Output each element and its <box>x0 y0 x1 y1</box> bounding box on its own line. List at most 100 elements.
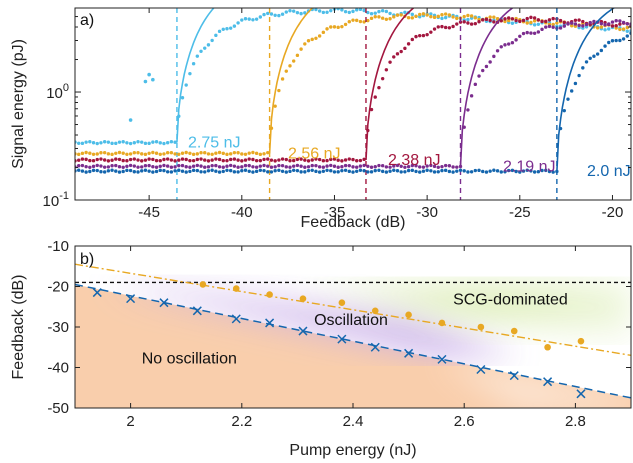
fit-curve-2-19-nj <box>459 8 514 167</box>
data-point <box>165 157 170 161</box>
data-point <box>473 21 478 26</box>
data-point <box>607 40 611 45</box>
data-point <box>251 18 255 22</box>
data-point <box>173 140 177 144</box>
data-point <box>343 9 348 14</box>
data-point <box>421 12 426 16</box>
data-point <box>165 170 170 174</box>
x-tick-label: 2 <box>126 413 134 430</box>
data-point <box>121 151 125 155</box>
data-point <box>573 81 578 86</box>
data-point <box>236 158 240 162</box>
data-point <box>440 24 444 29</box>
data-point <box>136 158 140 162</box>
data-point <box>355 8 359 12</box>
data-point <box>544 19 548 24</box>
data-point <box>395 169 400 173</box>
data-point <box>266 164 270 168</box>
region-fill-scg-dominated <box>297 282 631 340</box>
data-point <box>455 165 459 169</box>
data-point <box>217 150 222 155</box>
dot-marker <box>266 291 273 298</box>
data-point <box>247 151 251 155</box>
data-point <box>180 163 185 168</box>
data-point <box>425 13 429 17</box>
data-point <box>173 165 177 169</box>
fit-line-scg-boundary <box>75 263 631 357</box>
data-point <box>262 168 266 173</box>
data-point <box>410 163 415 168</box>
x-tick-label: 2.6 <box>454 413 475 430</box>
data-point <box>547 169 552 174</box>
data-point <box>314 36 318 40</box>
dot-marker <box>510 327 518 335</box>
data-point <box>288 169 292 174</box>
data-point <box>366 18 370 23</box>
data-point <box>506 18 511 23</box>
data-point <box>410 16 415 20</box>
data-point <box>384 17 389 21</box>
data-point <box>547 24 552 29</box>
data-point <box>469 94 474 98</box>
y-tick-label: 100 <box>46 82 69 102</box>
data-point <box>521 18 526 23</box>
data-point <box>203 46 207 50</box>
data-point <box>421 165 426 169</box>
data-point <box>510 168 515 173</box>
y-tick-label: -50 <box>47 400 69 417</box>
data-point <box>303 165 307 169</box>
data-point <box>377 9 381 14</box>
energy-label-2-75-nj: 2.75 nJ <box>188 135 240 152</box>
dot-marker <box>405 311 412 319</box>
data-point <box>488 60 492 64</box>
data-point <box>440 16 444 21</box>
data-point <box>503 19 507 24</box>
data-point <box>247 163 251 168</box>
data-point <box>429 14 433 19</box>
data-point <box>269 158 274 162</box>
data-point <box>466 17 470 22</box>
data-point <box>140 152 144 156</box>
data-point <box>154 158 159 163</box>
data-point <box>80 157 85 161</box>
data-point <box>492 54 496 59</box>
data-point <box>188 169 192 174</box>
data-point <box>277 163 281 168</box>
data-point <box>506 16 511 20</box>
data-point <box>325 10 329 14</box>
data-point <box>102 150 107 155</box>
data-point <box>80 151 85 156</box>
data-point <box>406 16 411 20</box>
data-point <box>551 25 555 29</box>
data-point <box>95 152 99 156</box>
data-point <box>191 62 196 66</box>
data-point <box>425 168 429 172</box>
x-tick-label: -45 <box>138 204 160 221</box>
data-point <box>536 22 541 26</box>
data-point <box>377 85 381 90</box>
data-point <box>91 159 96 163</box>
data-point <box>251 150 255 155</box>
data-point <box>158 158 162 163</box>
data-point <box>555 21 559 25</box>
data-point <box>254 17 259 21</box>
data-point <box>332 25 337 29</box>
data-point <box>488 169 492 173</box>
data-point <box>147 157 151 161</box>
data-point <box>128 163 133 168</box>
data-point <box>525 21 529 25</box>
data-point <box>140 169 144 173</box>
data-point <box>199 157 203 161</box>
data-point <box>610 20 615 24</box>
data-point <box>544 25 548 29</box>
data-point <box>91 168 96 173</box>
data-point <box>210 158 214 162</box>
data-point <box>258 164 263 168</box>
data-point <box>95 141 99 146</box>
data-point <box>177 163 181 168</box>
data-point <box>180 157 185 161</box>
data-point <box>158 152 162 157</box>
data-point <box>143 168 148 172</box>
data-point <box>125 164 129 168</box>
data-point <box>147 169 151 173</box>
